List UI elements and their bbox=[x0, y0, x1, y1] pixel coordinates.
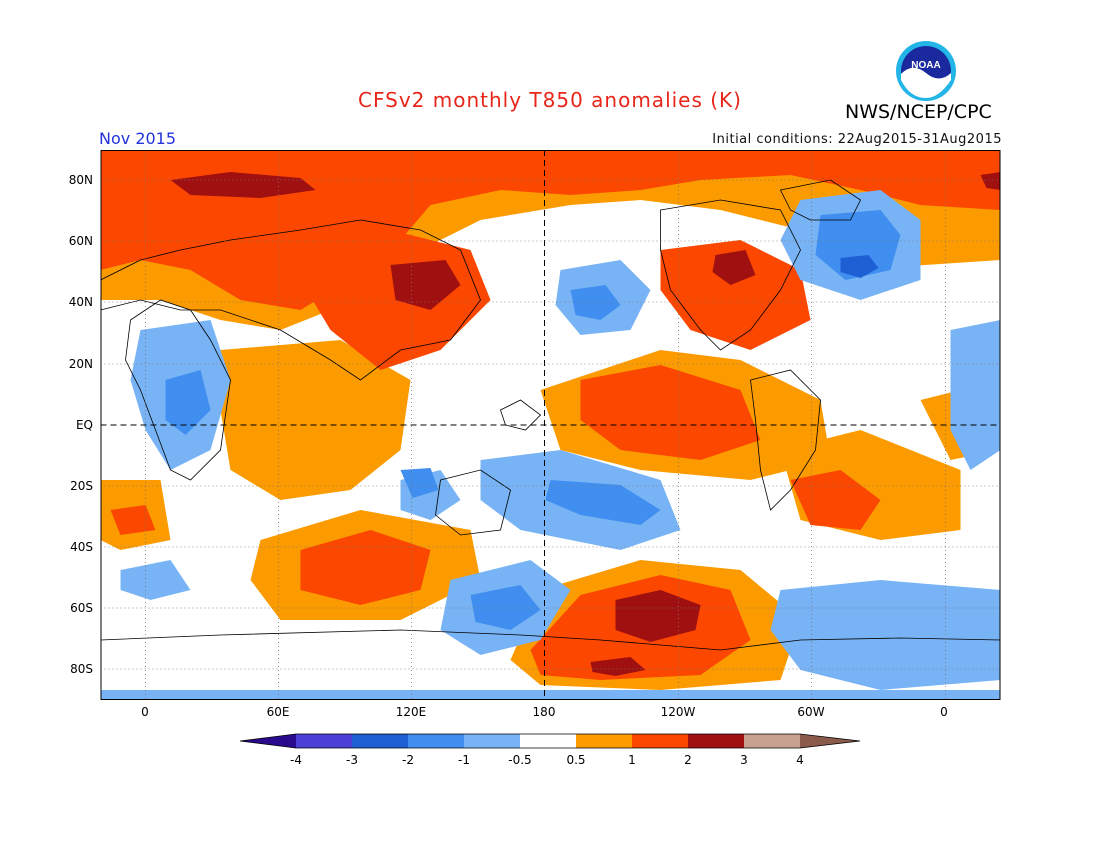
colorbar-arrow-low bbox=[240, 734, 296, 748]
lat-label-60s: 60S bbox=[70, 601, 93, 615]
colorbar-bin bbox=[576, 734, 632, 748]
colorbar-bin bbox=[464, 734, 520, 748]
colorbar-bin bbox=[296, 734, 352, 748]
colorbar-label: 3 bbox=[740, 753, 748, 767]
lat-label-20s: 20S bbox=[70, 479, 93, 493]
colorbar-bin bbox=[352, 734, 408, 748]
chart-title: CFSv2 monthly T850 anomalies (K) bbox=[358, 88, 742, 112]
colorbar-label: 1 bbox=[628, 753, 636, 767]
lat-label-80n: 80N bbox=[68, 173, 93, 187]
colorbar-label: 2 bbox=[684, 753, 692, 767]
lon-label-120e: 120E bbox=[395, 705, 427, 719]
lon-label-60w: 60W bbox=[797, 705, 825, 719]
anomaly-map bbox=[100, 150, 1001, 700]
lat-label-20n: 20N bbox=[68, 357, 93, 371]
colorbar-label: 0.5 bbox=[566, 753, 586, 767]
coastlines bbox=[100, 179, 1001, 651]
colorbar-label: -1 bbox=[458, 753, 470, 767]
colorbar-bin bbox=[632, 734, 688, 748]
logo-text: NOAA bbox=[911, 60, 940, 71]
lat-label-40n: 40N bbox=[68, 295, 93, 309]
colorbar-label: -3 bbox=[346, 753, 358, 767]
lon-label-120w: 120W bbox=[660, 705, 696, 719]
initial-conditions: Initial conditions: 22Aug2015-31Aug2015 bbox=[712, 132, 1002, 147]
colorbar-arrow-high bbox=[800, 734, 860, 748]
colorbar-label: -4 bbox=[290, 753, 302, 767]
lon-label-180: 180 bbox=[532, 705, 556, 719]
colorbar-bin bbox=[408, 734, 464, 748]
lon-label-0: 0 bbox=[141, 705, 149, 719]
lon-label-0-east: 0 bbox=[940, 705, 948, 719]
colorbar-bin bbox=[744, 734, 800, 748]
colorbar-bin bbox=[520, 734, 576, 748]
lat-label-60n: 60N bbox=[68, 234, 93, 248]
anomaly-shading bbox=[100, 150, 1001, 700]
lat-label-eq: EQ bbox=[75, 418, 93, 432]
map-frame bbox=[100, 150, 1001, 700]
lat-label-40s: 40S bbox=[70, 540, 93, 554]
lat-label-80s: 80S bbox=[70, 662, 93, 676]
lon-label-60e: 60E bbox=[266, 705, 290, 719]
colorbar-label: 4 bbox=[796, 753, 804, 767]
colorbar bbox=[240, 733, 861, 749]
colorbar-label: -2 bbox=[402, 753, 414, 767]
colorbar-label: -0.5 bbox=[508, 753, 532, 767]
forecast-month: Nov 2015 bbox=[99, 129, 177, 148]
colorbar-bin bbox=[688, 734, 744, 748]
noaa-logo: NOAA bbox=[896, 41, 956, 101]
agency-label: NWS/NCEP/CPC bbox=[845, 101, 992, 123]
